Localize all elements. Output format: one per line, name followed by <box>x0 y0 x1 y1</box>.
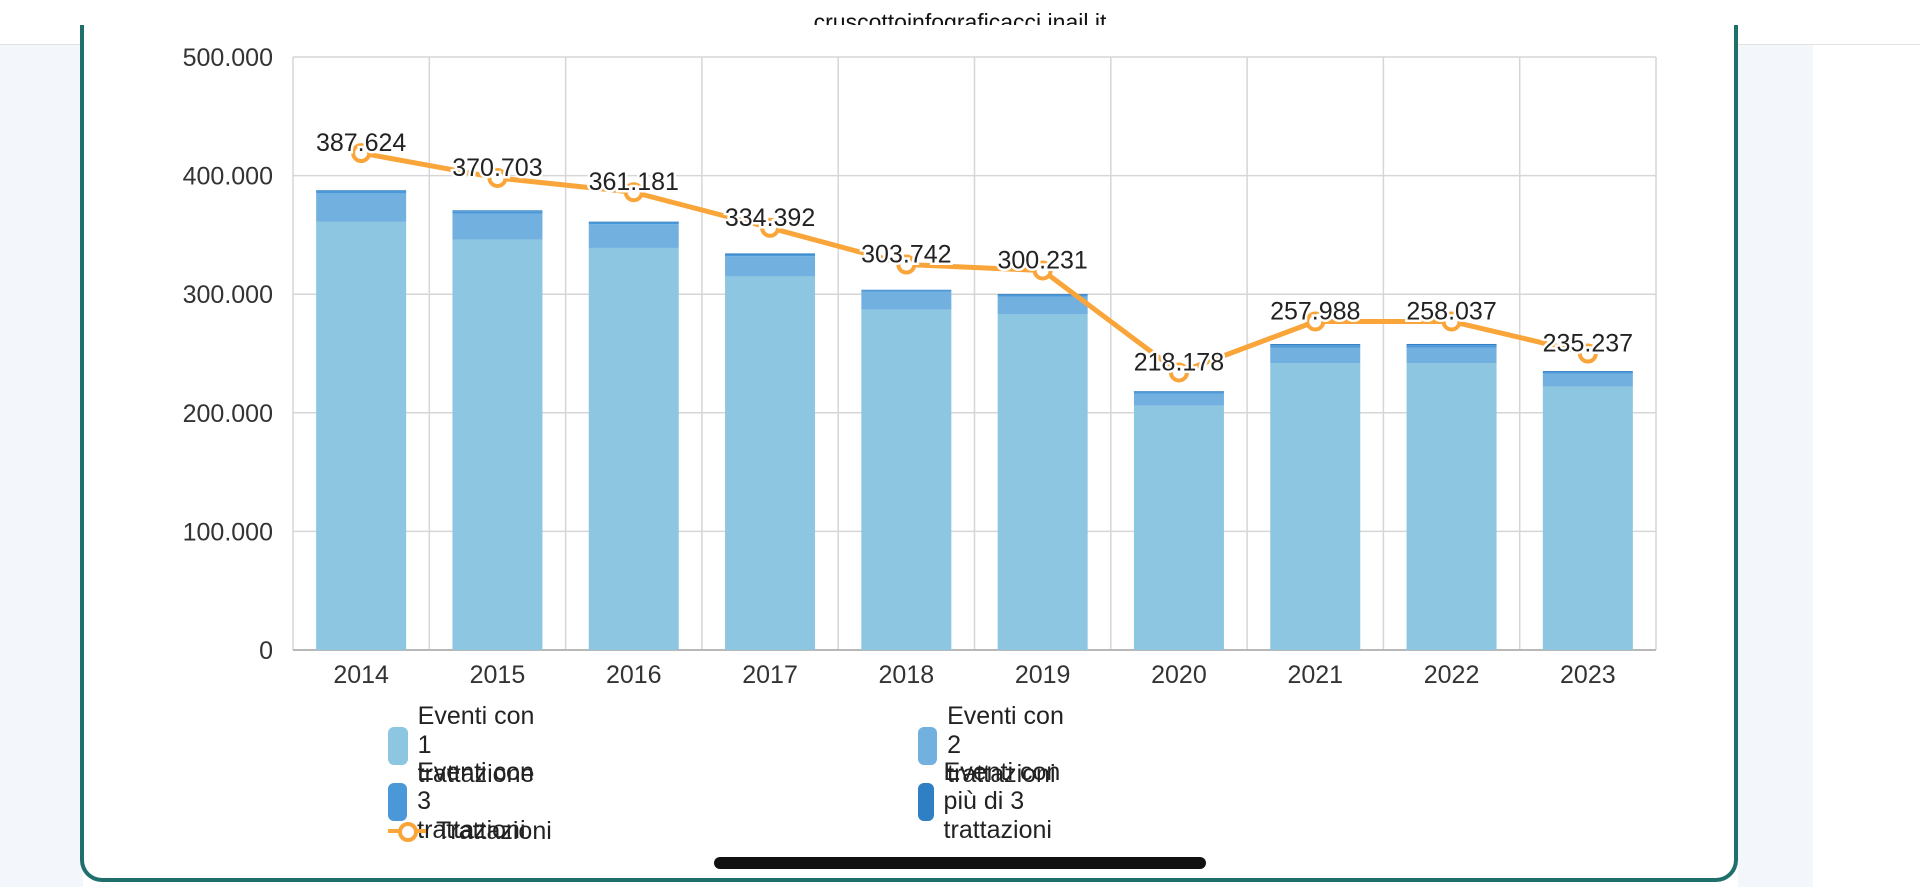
bar-segment <box>1542 371 1633 372</box>
data-label: 361.181 <box>589 168 679 196</box>
data-label: 300.231 <box>997 246 1087 274</box>
legend-swatch <box>388 782 408 821</box>
bar-segment <box>316 193 407 222</box>
x-tick-label: 2016 <box>606 661 662 689</box>
bar-segment <box>452 210 543 212</box>
bar-segment <box>1542 386 1633 650</box>
x-tick-label: 2017 <box>742 661 798 689</box>
bar-segment <box>588 247 679 651</box>
trattazioni-point <box>1305 311 1326 332</box>
trattazioni-line <box>360 150 1589 375</box>
bar-segment <box>1133 405 1224 650</box>
bar-segment <box>316 190 407 192</box>
y-tick-label: 400.000 <box>183 163 273 191</box>
legend-label: Eventi con 2 trattazioni <box>947 702 1064 788</box>
bar-segment <box>725 254 816 257</box>
bar-segment <box>997 314 1088 650</box>
bar-segment <box>1542 371 1633 374</box>
data-label: 303.742 <box>861 241 951 269</box>
data-label: 370.703 <box>452 154 542 182</box>
x-tick-label: 2022 <box>1424 661 1480 689</box>
legend-label: Eventi con 1 trattazione <box>417 702 535 788</box>
bar-segment <box>1270 344 1361 346</box>
trattazioni-point <box>1032 260 1053 281</box>
legend-label: Eventi con 3 trattazioni <box>417 758 534 844</box>
legend-item-1-trattazione[interactable]: Eventi con 1 trattazione <box>388 702 553 789</box>
trattazioni-point <box>1441 311 1462 332</box>
bar-segment <box>861 290 952 292</box>
bar-segment <box>1270 345 1361 348</box>
bar-segment <box>1406 362 1497 650</box>
legend-item-trattazioni[interactable]: Trattazioni <box>388 812 552 850</box>
bar-segment <box>725 256 816 277</box>
bar-segment <box>1133 392 1224 394</box>
data-label: 235.237 <box>1543 330 1633 358</box>
data-label: 387.624 <box>316 129 406 157</box>
bar-segment <box>588 221 679 223</box>
bar-segment <box>861 291 952 310</box>
bar-segment <box>997 294 1088 297</box>
x-tick-label: 2018 <box>879 661 935 689</box>
trattazioni-point <box>1168 362 1189 383</box>
bar-segment <box>725 276 816 650</box>
bar-segment <box>1270 362 1361 650</box>
home-indicator <box>714 857 1206 869</box>
bar-segment <box>588 224 679 248</box>
bar-segment <box>997 293 1088 295</box>
data-label: 334.392 <box>725 204 815 232</box>
y-tick-label: 300.000 <box>183 281 273 309</box>
legend-label: Trattazioni <box>436 816 552 845</box>
bar-segment <box>452 211 543 214</box>
bar-segment <box>861 309 952 650</box>
legend-line-marker <box>388 812 426 850</box>
bar-segment <box>1542 373 1633 387</box>
legend-item-3-trattazioni[interactable]: Eventi con 3 trattazioni <box>388 758 544 845</box>
data-label: 258.037 <box>1406 297 1496 325</box>
trattazioni-point <box>487 167 508 188</box>
y-tick-label: 200.000 <box>183 400 273 428</box>
x-tick-label: 2014 <box>333 661 389 689</box>
data-label: 218.178 <box>1134 348 1224 376</box>
bar-segment <box>316 191 407 194</box>
x-tick-label: 2023 <box>1560 661 1616 689</box>
y-tick-label: 500.000 <box>183 45 273 72</box>
trattazioni-point <box>623 182 644 203</box>
chart-svg: 0 100.000 200.000 300.000 400.000 500.000 2014… <box>183 45 1657 689</box>
bar-segment <box>1406 345 1497 348</box>
y-tick-label: 100.000 <box>183 518 273 546</box>
page-background-right <box>1738 45 1813 887</box>
bar-segment <box>725 253 816 255</box>
bar-segment <box>452 213 543 240</box>
bar-segment <box>1133 393 1224 406</box>
bar-segment <box>1133 391 1224 393</box>
data-label: 257.988 <box>1270 297 1360 325</box>
trattazioni-point <box>896 254 917 275</box>
y-tick-label: 0 <box>259 637 273 665</box>
bar-segment <box>588 222 679 225</box>
x-tick-label: 2020 <box>1151 661 1207 689</box>
bar-segment <box>1270 347 1361 363</box>
trattazioni-point <box>760 217 781 238</box>
x-tick-label: 2021 <box>1287 661 1343 689</box>
legend-item-2-trattazioni[interactable]: Eventi con 2 trattazioni <box>918 702 1074 789</box>
legend-label: Eventi con più di 3 trattazioni <box>943 758 1061 844</box>
bar-segment <box>452 239 543 651</box>
bar-segment <box>316 221 407 650</box>
legend-item-piu-di-3-trattazioni[interactable]: Eventi con più di 3 trattazioni <box>918 758 1074 845</box>
x-tick-label: 2015 <box>470 661 526 689</box>
bar-segment <box>997 296 1088 315</box>
trattazioni-point <box>351 143 372 164</box>
legend-swatch <box>918 726 938 765</box>
page-background-left <box>0 45 83 887</box>
trattazioni-point <box>1577 343 1598 364</box>
bar-segment <box>1406 347 1497 363</box>
legend-swatch <box>918 782 934 821</box>
legend-swatch <box>388 726 408 765</box>
x-tick-label: 2019 <box>1015 661 1071 689</box>
bar-segment <box>1406 343 1497 346</box>
